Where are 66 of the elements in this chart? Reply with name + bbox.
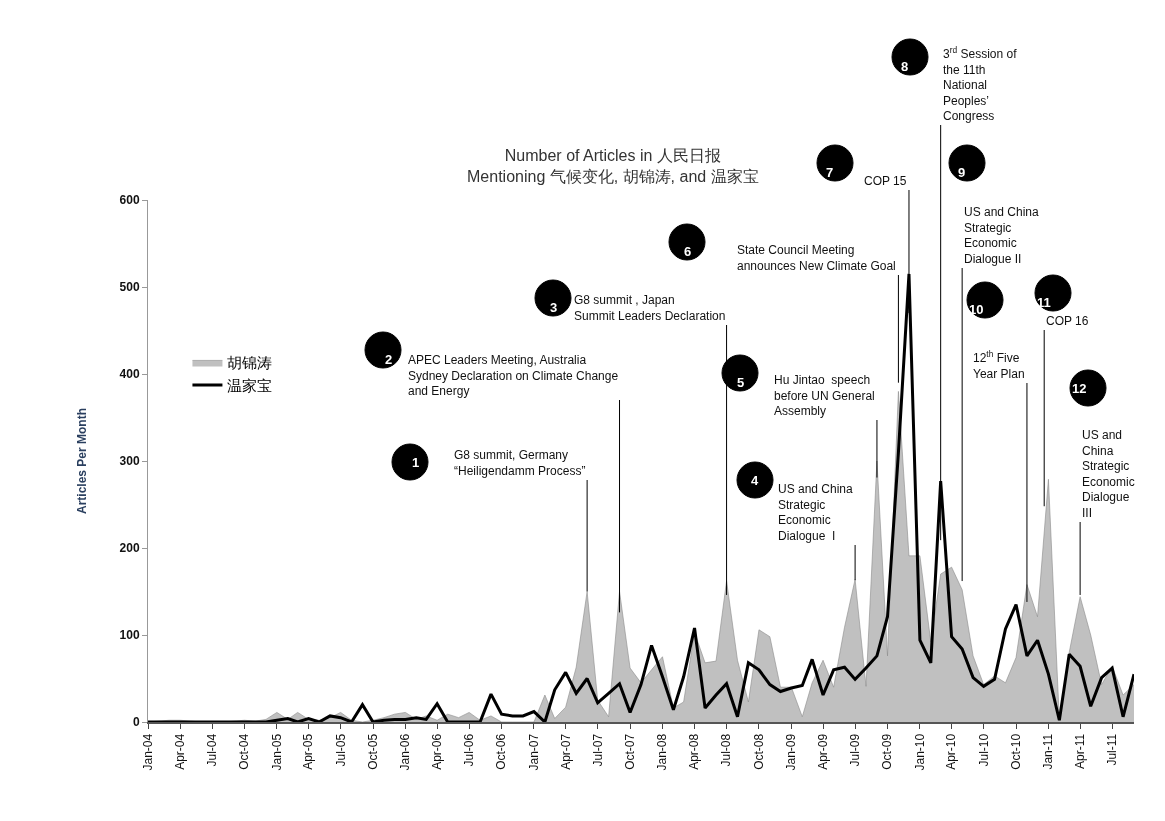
annotation: COP 15	[864, 174, 907, 188]
text: 9	[958, 165, 966, 180]
y-axis-title: Articles Per Month	[74, 407, 89, 515]
annotation: Hu Jintao speech before UN General Assembly	[774, 373, 875, 419]
x-tick-label: Jan-11	[1041, 733, 1056, 770]
annotation: 10	[969, 302, 984, 317]
annotation: US and China Strategic Economic Dialogue III	[1082, 428, 1135, 520]
x-tick-label: Jan-09	[784, 733, 799, 771]
x-tick-label: Jul-10	[976, 733, 991, 767]
annotation: G8 summit , Japan Summit Leaders Declaration	[574, 293, 726, 323]
annotation: G8 summit, Germany “Heiligendamm Process”	[454, 448, 586, 478]
x-tick-label: Oct-07	[622, 733, 637, 770]
annotation: 11	[1037, 295, 1051, 310]
x-tick-label: Apr-10	[944, 733, 959, 770]
text: 7	[826, 165, 834, 180]
x-tick-label: Oct-05	[365, 733, 380, 770]
x-tick-label: Oct-08	[751, 733, 766, 770]
x-tick-label: Jul-08	[719, 733, 734, 767]
y-tick-label: 300	[119, 454, 140, 469]
y-tick-label: 400	[119, 367, 140, 382]
x-tick-label: Jan-04	[140, 733, 155, 771]
x-tick-label: Apr-07	[558, 733, 573, 770]
x-tick-label: Oct-09	[880, 733, 895, 770]
x-tick-label: Jul-11	[1105, 733, 1120, 766]
x-tick-label: Jan-08	[655, 733, 670, 771]
legend-label: 温家宝	[227, 376, 273, 394]
legend-label: 胡锦涛	[227, 354, 273, 372]
x-tick-label: Oct-10	[1008, 733, 1023, 770]
annotation: US and China Strategic Economic Dialogue II	[964, 205, 1040, 266]
annotation: 12$^{th}$ Five Year Plan	[973, 349, 1025, 381]
annotation: 4	[751, 473, 759, 488]
x-tick-label: Jul-06	[462, 733, 477, 767]
x-tick-label: Jan-07	[526, 733, 541, 771]
annotation: 2	[385, 352, 393, 367]
x-tick-label: Jan-10	[912, 733, 927, 771]
x-tick-label: Jul-09	[848, 733, 862, 767]
annotation: 6	[684, 244, 692, 259]
annotation: 3	[550, 300, 558, 315]
x-tick-label: Jul-05	[333, 733, 348, 767]
annotation: 3$^{rd}$ Session of the 11th National Peoples’ Congress	[943, 45, 1018, 124]
y-tick-label: 100	[119, 628, 140, 643]
x-tick-label: Jul-04	[204, 733, 219, 767]
x-tick-label: Apr-09	[815, 733, 830, 770]
annotation: 5	[737, 375, 745, 390]
x-tick-label: Apr-11	[1073, 733, 1088, 769]
x-tick-label: Apr-04	[172, 733, 187, 770]
annotation: 1	[412, 455, 420, 470]
y-tick-label: 500	[119, 280, 140, 295]
y-tick-label: 0	[132, 715, 140, 730]
x-tick-label: Oct-06	[494, 733, 509, 770]
x-tick-label: Apr-06	[430, 733, 445, 770]
y-tick-label: 200	[119, 541, 140, 556]
x-tick-label: Oct-04	[237, 733, 252, 770]
annotation: State Council Meeting announces New Climate Goal	[737, 243, 896, 273]
annotation: APEC Leaders Meeting, Australia Sydney Declaration on Climate Change and Energy	[408, 353, 619, 399]
x-tick-label: Jan-05	[269, 733, 284, 771]
x-tick-label: Apr-08	[687, 733, 702, 770]
chart-title: Number of Articles in 人民日报 Mentioning 气候变化, 胡锦涛, and 温家宝	[467, 147, 759, 185]
x-tick-label: Jan-06	[398, 733, 413, 771]
y-tick-label: 600	[119, 193, 140, 208]
annotation: 12	[1072, 381, 1087, 396]
x-tick-label: Apr-05	[301, 733, 316, 770]
text: 8	[901, 59, 909, 74]
annotation: US and China Strategic Economic Dialogue I	[778, 482, 854, 543]
annotation: COP 16	[1046, 314, 1089, 328]
x-tick-label: Jul-07	[590, 733, 605, 767]
